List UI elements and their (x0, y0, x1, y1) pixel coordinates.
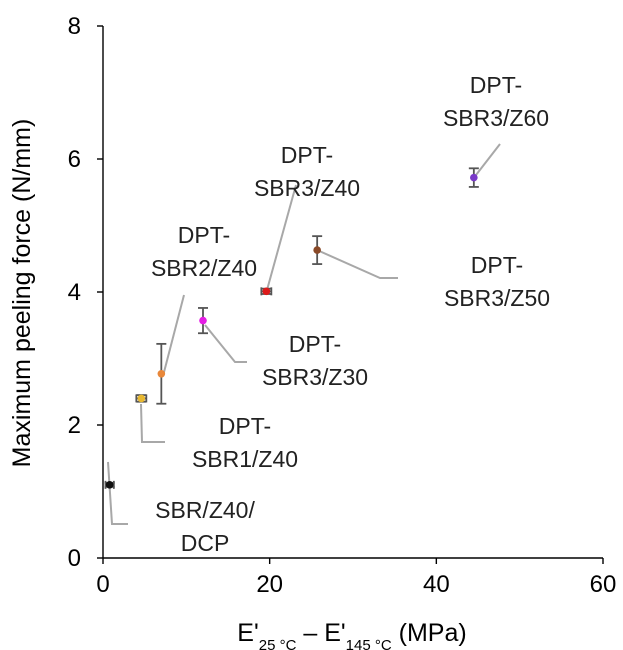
x-tick-label: 0 (96, 571, 109, 598)
point-annotation: DPT- SBR3/Z40 (254, 142, 360, 201)
y-tick-label: 2 (68, 412, 81, 439)
y-tick-label: 6 (68, 146, 81, 173)
point-annotation-line: DPT- (178, 222, 230, 248)
y-tick-label: 0 (68, 545, 81, 572)
axes: 0 20 40 60 0 2 4 6 8 (68, 13, 617, 598)
annotation-leader-line (140, 403, 165, 443)
data-point (313, 246, 321, 254)
point-annotation-line: SBR3/Z40 (254, 175, 360, 201)
x-tick-label: 20 (256, 571, 283, 598)
point-annotation: DPT- SBR3/Z60 (443, 72, 549, 131)
x-axis-title-sub-a: 25 °C (259, 637, 297, 650)
y-axis-title: Maximum peeling force (N/mm) (8, 119, 36, 468)
error-bars (104, 167, 479, 489)
y-tick-label: 4 (68, 279, 81, 306)
x-tick-label: 60 (590, 571, 617, 598)
point-annotation-line: SBR2/Z40 (151, 255, 257, 281)
data-point (137, 394, 146, 403)
point-annotation: DPT- SBR2/Z40 (151, 222, 257, 281)
annotation-leader-line (107, 461, 128, 525)
point-annotations: SBR/Z40/DCP DPT- SBR1/Z40 DPT- SBR2/Z40 DPT- S… (151, 72, 550, 556)
point-annotation-line: SBR3/Z60 (443, 105, 549, 131)
x-axis-title-sub-b: 145 °C (346, 637, 392, 650)
point-annotation-line: DPT- (219, 413, 271, 439)
point-annotation: DPT- SBR3/Z50 (444, 252, 550, 311)
x-axis-title-part-a: E' (237, 619, 258, 647)
point-annotation-line: SBR/Z40/ (155, 497, 255, 523)
point-annotation: SBR/Z40/DCP (155, 497, 255, 556)
x-axis-title-dash: – (296, 619, 324, 647)
annotation-leader-line (162, 294, 185, 377)
point-annotation-line: SBR3/Z30 (262, 364, 368, 390)
point-annotation: DPT- SBR1/Z40 (192, 413, 298, 472)
data-point (105, 481, 114, 489)
point-annotation-line: DPT- (471, 252, 523, 278)
data-point (199, 316, 207, 325)
x-tick-label: 40 (423, 571, 450, 598)
point-annotation-line: DPT- (470, 72, 522, 98)
data-point (262, 287, 271, 296)
annotation-leader-line (266, 184, 297, 291)
point-annotation-line: DCP (181, 530, 230, 556)
annotation-leader-line (316, 249, 398, 279)
data-points (105, 173, 478, 489)
point-annotation-line: SBR1/Z40 (192, 446, 298, 472)
point-annotation-line: DPT- (289, 331, 341, 357)
point-annotation-line: DPT- (281, 142, 333, 168)
data-point (470, 173, 478, 182)
annotation-leader-line (475, 143, 501, 176)
y-tick-label: 8 (68, 13, 81, 40)
point-annotation: DPT- SBR3/Z30 (262, 331, 368, 390)
x-axis-title-part-b: E' (324, 619, 345, 647)
annotation-leader-line (204, 324, 247, 363)
x-axis-title-unit: (MPa) (392, 619, 467, 647)
point-annotation-line: SBR3/Z50 (444, 285, 550, 311)
x-axis-title: E'25 °C – E'145 °C (MPa) (237, 619, 466, 650)
data-point (157, 369, 166, 378)
